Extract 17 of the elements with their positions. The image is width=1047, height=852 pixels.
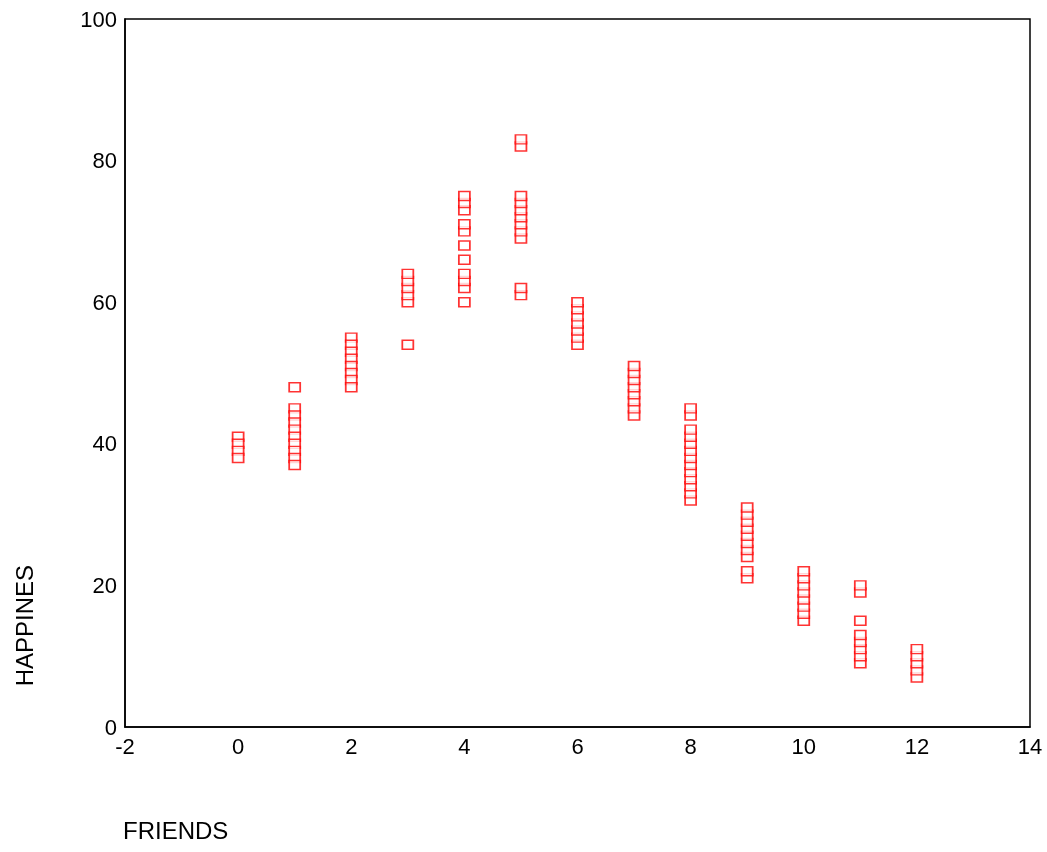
- x-tick-label: 4: [458, 733, 471, 759]
- x-tick-label: 10: [791, 733, 816, 759]
- x-tick-label: -2: [115, 733, 135, 759]
- x-tick-label: 0: [232, 733, 245, 759]
- y-tick-label: 20: [92, 572, 117, 598]
- x-tick-label: 2: [345, 733, 358, 759]
- y-tick-label: 60: [92, 289, 117, 315]
- y-axis-title: HAPPINES: [10, 565, 38, 687]
- x-tick-label: 6: [571, 733, 584, 759]
- y-tick-label: 100: [80, 6, 117, 32]
- x-axis-title: FRIENDS: [123, 816, 229, 844]
- x-tick-label: 14: [1017, 733, 1043, 759]
- y-tick-label: 40: [92, 431, 117, 457]
- x-tick-label: 12: [904, 733, 930, 759]
- y-tick-label: 0: [104, 714, 117, 740]
- y-tick-label: 80: [92, 148, 117, 174]
- x-tick-label: 8: [684, 733, 697, 759]
